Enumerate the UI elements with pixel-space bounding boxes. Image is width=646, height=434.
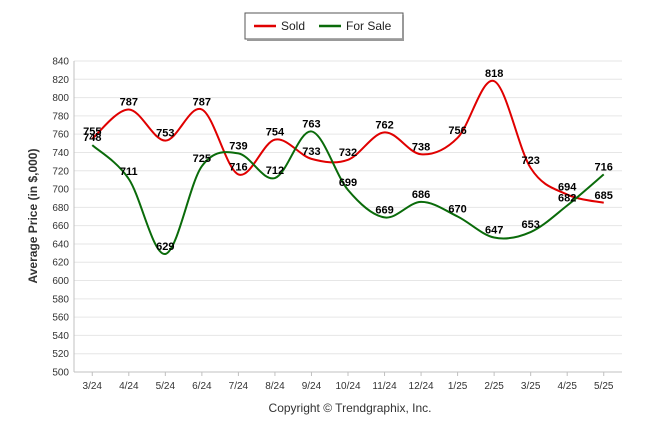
legend: Sold For Sale [244, 12, 404, 41]
y-tick-label: 680 [52, 203, 69, 214]
y-tick-label: 640 [52, 239, 69, 250]
y-tick-label: 780 [52, 111, 69, 122]
x-tick-label: 9/24 [302, 381, 322, 392]
data-label-for-sale: 686 [412, 189, 430, 201]
data-label-sold: 753 [156, 128, 174, 140]
x-tick-label: 11/24 [372, 381, 397, 392]
data-label-for-sale: 653 [521, 219, 539, 231]
x-tick-label: 5/24 [156, 381, 176, 392]
x-tick-label: 2/25 [484, 381, 504, 392]
legend-label-sold: Sold [281, 19, 305, 33]
y-tick-label: 540 [52, 331, 69, 342]
y-tick-label: 820 [52, 75, 69, 86]
y-tick-label: 660 [52, 221, 69, 232]
data-label-for-sale: 711 [120, 166, 138, 178]
x-tick-label: 5/25 [594, 381, 614, 392]
x-tick-label: 3/24 [83, 381, 103, 392]
x-tick-label: 4/24 [119, 381, 139, 392]
y-tick-label: 840 [52, 57, 69, 68]
data-label-for-sale: 763 [302, 118, 320, 130]
y-tick-label: 580 [52, 294, 69, 305]
data-label-sold: 685 [595, 190, 613, 202]
y-tick-label: 620 [52, 258, 69, 269]
copyright-text: Copyright © Trendgraphix, Inc. [269, 401, 432, 415]
data-label-sold: 756 [448, 125, 466, 137]
x-tick-label: 1/25 [448, 381, 468, 392]
data-label-for-sale: 716 [595, 161, 613, 173]
data-label-for-sale: 682 [558, 193, 576, 205]
x-tick-label: 7/24 [229, 381, 249, 392]
x-tick-label: 4/25 [557, 381, 577, 392]
series-line-for-sale [91, 130, 605, 255]
data-label-sold: 787 [120, 96, 138, 108]
x-tick-label: 10/24 [335, 381, 360, 392]
data-label-sold: 716 [229, 161, 247, 173]
data-label-for-sale: 725 [193, 153, 211, 165]
data-label-for-sale: 739 [229, 140, 247, 152]
data-label-sold: 754 [266, 127, 285, 139]
y-tick-label: 500 [52, 368, 69, 379]
data-label-for-sale: 669 [375, 204, 393, 216]
y-axis-label: Average Price (in $,000) [26, 149, 40, 284]
data-label-for-sale: 712 [266, 165, 284, 177]
data-label-for-sale: 670 [448, 204, 466, 216]
data-label-sold: 732 [339, 147, 357, 159]
data-label-sold: 762 [375, 119, 393, 131]
y-tick-label: 700 [52, 185, 69, 196]
y-tick-label: 760 [52, 130, 69, 141]
y-tick-label: 800 [52, 93, 69, 104]
data-label-sold: 755 [83, 126, 101, 138]
y-tick-label: 560 [52, 313, 69, 324]
x-tick-label: 3/25 [521, 381, 541, 392]
y-tick-label: 720 [52, 166, 69, 177]
data-label-for-sale: 647 [485, 225, 503, 237]
x-tick-label: 8/24 [265, 381, 285, 392]
legend-label-for-sale: For Sale [346, 19, 392, 33]
data-label-sold: 738 [412, 141, 430, 153]
data-label-for-sale: 629 [156, 241, 174, 253]
y-tick-label: 600 [52, 276, 69, 287]
data-label-sold: 818 [485, 68, 503, 80]
y-tick-label: 520 [52, 349, 69, 360]
data-label-sold: 723 [521, 155, 539, 167]
data-label-for-sale: 699 [339, 177, 357, 189]
data-label-sold: 694 [558, 182, 577, 194]
data-label-sold: 787 [193, 96, 211, 108]
x-tick-label: 6/24 [192, 381, 212, 392]
y-tick-label: 740 [52, 148, 69, 159]
x-tick-label: 12/24 [409, 381, 434, 392]
data-label-sold: 733 [302, 146, 320, 158]
data-label-for-sale: 748 [83, 132, 101, 144]
series-line-sold [91, 80, 604, 204]
